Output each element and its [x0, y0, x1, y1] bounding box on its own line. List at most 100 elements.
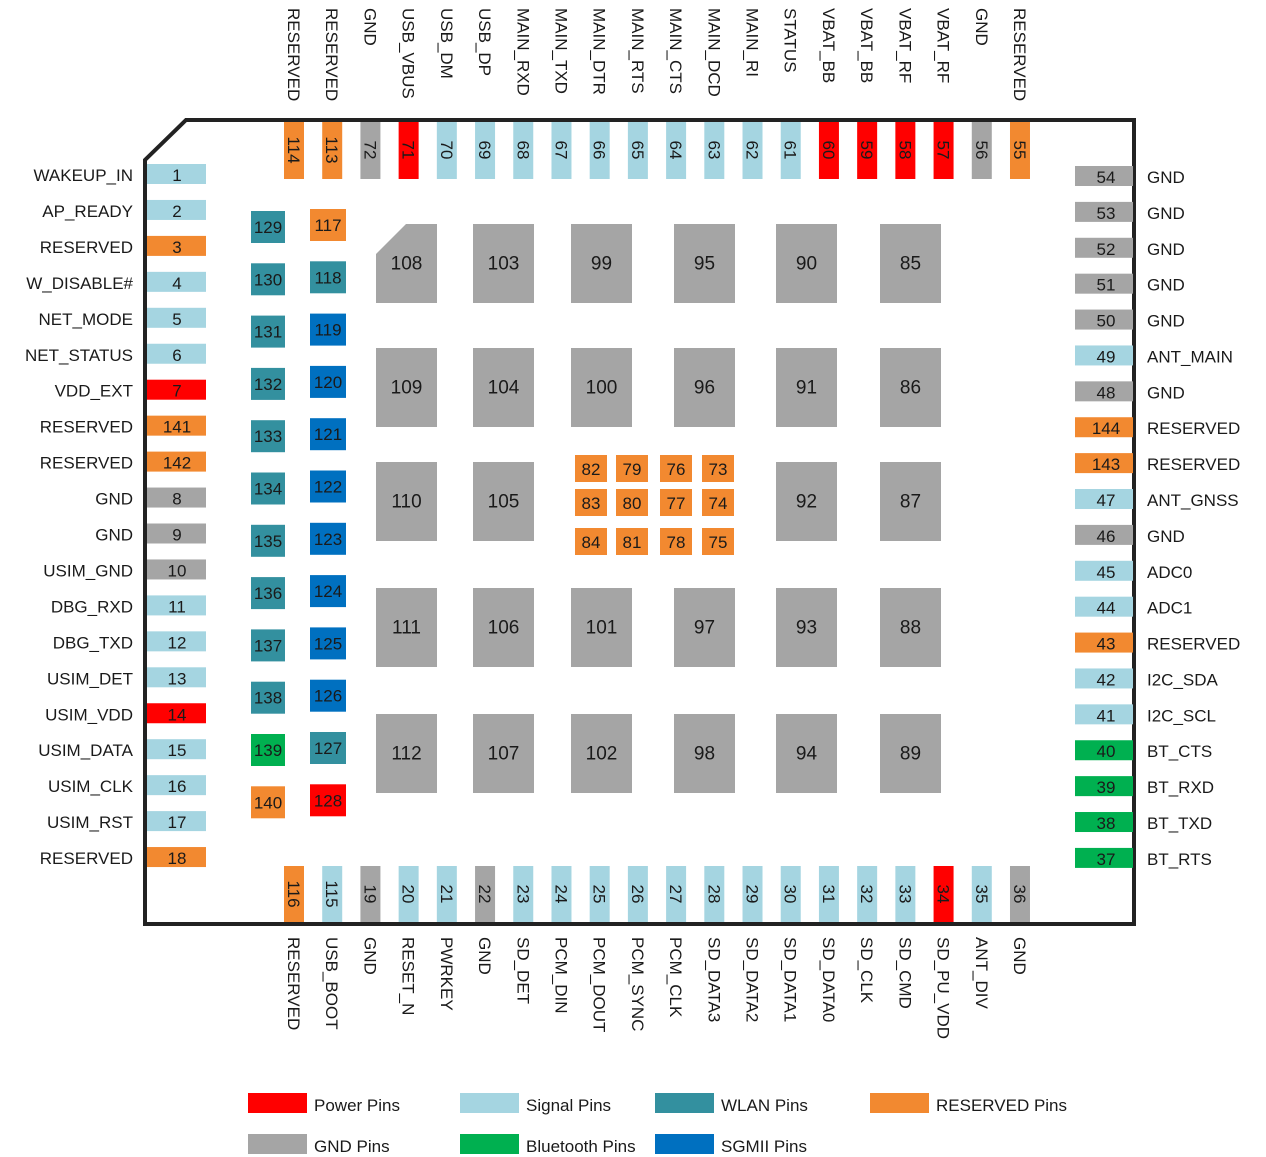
gnd-pad-shape [880, 462, 941, 541]
inner-pin-pad [251, 420, 285, 453]
left-pin: 12 DBG_TXD [53, 631, 206, 652]
right-pin-number: 40 [1097, 742, 1116, 761]
bottom-pin-number: 25 [590, 885, 609, 904]
left-pin-number: 4 [172, 274, 181, 293]
right-pin-label: I2C_SDA [1147, 670, 1219, 689]
legend-label: WLAN Pins [721, 1096, 808, 1115]
left-pin-label: DBG_TXD [53, 633, 133, 652]
bottom-pin: 23 SD_DET [513, 866, 534, 1004]
left-pin-pad [147, 379, 206, 400]
right-pin-label: GND [1147, 383, 1185, 402]
bottom-pin: 21 PWRKEY [436, 866, 457, 1011]
top-pin: 62 MAIN_RI [742, 8, 763, 179]
gnd-pad: 111 [376, 588, 437, 667]
bottom-pin-number: 116 [284, 880, 303, 907]
top-pin-label: MAIN_RXD [513, 8, 532, 96]
top-pin: 114 RESERVED [284, 8, 304, 179]
bottom-pin-number: 28 [704, 885, 723, 904]
left-pin-number: 5 [172, 310, 181, 329]
top-pin-pad [933, 122, 954, 179]
left-pin-label: RESERVED [40, 849, 133, 868]
center-pin-pad [660, 455, 692, 482]
top-pin: 59 VBAT_BB [857, 8, 878, 179]
inner-pin-number: 123 [314, 530, 342, 549]
left-pin: 11 DBG_RXD [51, 595, 206, 616]
bottom-pin-pad [933, 866, 954, 922]
right-pin: 52 GND [1075, 237, 1185, 259]
right-pin: 41 I2C_SCL [1075, 704, 1216, 725]
left-pin-pad [147, 307, 206, 328]
left-pin-pad [147, 235, 206, 256]
bottom-pin-pad [284, 866, 304, 922]
bottom-pin-pad [971, 866, 992, 922]
top-pin-pad [513, 122, 534, 179]
gnd-pad-number: 93 [796, 618, 817, 639]
center-pin-number: 75 [709, 533, 728, 552]
legend-label: RESERVED Pins [936, 1096, 1067, 1115]
top-pin-label: MAIN_DCD [704, 8, 723, 97]
left-pin-number: 7 [172, 382, 181, 401]
top-pin-number: 65 [628, 141, 647, 160]
bottom-pin-pad [589, 866, 610, 922]
left-pin: 15 USIM_DATA [38, 739, 206, 760]
center-pin: 82 [575, 455, 607, 482]
right-pin: 39 BT_RXD [1075, 776, 1214, 797]
bottom-pin-label: PCM_DOUT [590, 937, 609, 1032]
right-pin-number: 46 [1097, 527, 1116, 546]
center-pin-pad [702, 528, 734, 555]
left-pin-label: NET_STATUS [25, 346, 133, 365]
legend-swatch [655, 1093, 714, 1113]
top-pin: 67 MAIN_TXD [551, 8, 572, 179]
inner-pin-pad [310, 522, 346, 555]
left-pin-number: 2 [172, 202, 181, 221]
bottom-pin: 25 PCM_DOUT [589, 866, 610, 1032]
left-pin-number: 1 [172, 166, 181, 185]
gnd-pad: 91 [776, 348, 837, 427]
right-pin-pad [1075, 309, 1133, 330]
gnd-pad-shape [880, 714, 941, 793]
left-pin-number: 17 [168, 813, 187, 832]
right-pin: 48 GND [1075, 381, 1185, 402]
center-pin-pad [660, 489, 692, 516]
top-pin-label: VBAT_RF [934, 8, 953, 83]
right-pin-label: I2C_SCL [1147, 706, 1216, 725]
center-pin-number: 76 [667, 460, 686, 479]
left-pin-pad [147, 559, 206, 580]
right-pin-number: 47 [1097, 491, 1116, 510]
top-pin: 70 USB_DM [436, 8, 457, 179]
inner-pin: 139 [251, 734, 285, 766]
left-pin-pad [147, 199, 206, 220]
top-pin: 68 MAIN_RXD [513, 8, 534, 179]
center-pin-number: 83 [582, 494, 601, 513]
bottom-pin-number: 22 [475, 885, 494, 904]
inner-pin-pad [310, 209, 346, 241]
gnd-pad-number: 98 [694, 744, 715, 765]
center-pin-number: 84 [582, 533, 601, 552]
inner-pin: 137 [251, 629, 285, 662]
top-pin: 60 VBAT_BB [818, 8, 839, 179]
inner-pin-number: 128 [314, 791, 342, 810]
left-pin: 141 RESERVED [40, 415, 206, 437]
inner-pin: 120 [310, 365, 346, 398]
left-pin-number: 11 [168, 597, 186, 616]
inner-pin-number: 125 [314, 634, 342, 653]
inner-pin-number: 134 [254, 480, 282, 499]
legend-swatch [248, 1134, 307, 1154]
left-pin: 9 GND [95, 523, 206, 545]
gnd-pad-shape [376, 224, 437, 303]
gnd-pad-number: 99 [591, 254, 612, 275]
gnd-pad: 110 [376, 462, 437, 541]
top-pin-label: STATUS [781, 8, 800, 73]
right-pin-number: 37 [1097, 850, 1116, 869]
gnd-pad-number: 91 [796, 378, 817, 399]
gnd-pad-shape [376, 462, 437, 541]
center-pin-pad [616, 489, 648, 516]
center-pin: 78 [660, 528, 692, 555]
right-pin-number: 42 [1097, 670, 1116, 689]
inner-pin: 132 [251, 367, 285, 400]
inner-pin-number: 133 [254, 427, 282, 446]
left-pin-pad [147, 487, 206, 508]
gnd-pad-number: 104 [488, 378, 520, 399]
gnd-pad: 103 [473, 224, 534, 303]
